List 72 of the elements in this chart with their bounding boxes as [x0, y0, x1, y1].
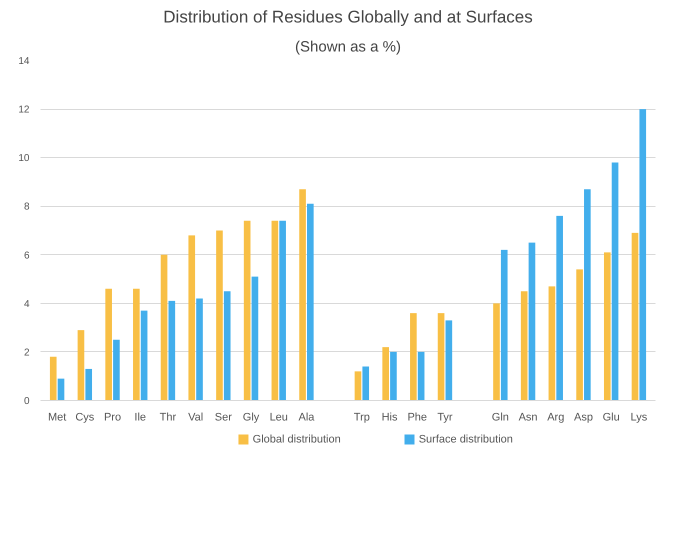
bar: [500, 250, 508, 400]
y-tick-label: 10: [18, 153, 30, 164]
x-tick-label: Pro: [104, 412, 122, 424]
bar: [133, 288, 140, 400]
x-tick-label: Asp: [574, 412, 593, 424]
bar: [493, 303, 500, 400]
bar: [224, 291, 231, 400]
bar: [196, 298, 203, 400]
bar: [520, 291, 528, 400]
bar: [438, 313, 444, 400]
chart-title: Distribution of Residues Globally and at Surfaces: [163, 8, 533, 26]
x-tick-label: Asn: [518, 412, 538, 424]
bar: [58, 378, 64, 400]
x-tick-label: His: [382, 412, 398, 424]
x-tick-label: Cys: [75, 412, 95, 424]
bar: [307, 204, 314, 400]
y-tick-label: 14: [18, 56, 30, 67]
y-tick-label: 2: [24, 347, 30, 358]
x-tick-label: Phe: [407, 412, 428, 424]
bar: [160, 254, 168, 400]
x-tick-label: Tyr: [437, 412, 453, 424]
bar: [446, 320, 452, 400]
bar: [188, 235, 196, 400]
x-tick-label: Ile: [134, 412, 146, 424]
bar: [548, 286, 556, 400]
bar: [418, 352, 424, 400]
y-tick-label: 8: [24, 202, 30, 213]
bar: [216, 230, 223, 400]
bar: [362, 366, 370, 400]
bar: [390, 352, 397, 400]
bar: [105, 288, 112, 400]
bar: [604, 252, 611, 400]
x-tick-label: Met: [48, 412, 66, 424]
y-tick-label: 12: [18, 104, 30, 116]
bar: [85, 368, 92, 400]
chart-subtitle: (Shown as a %): [295, 38, 401, 56]
x-tick-label: Gln: [492, 412, 509, 424]
bar: [168, 300, 176, 400]
bar: [410, 313, 417, 400]
x-tick-label: Leu: [270, 412, 288, 424]
bar: [78, 330, 84, 400]
legend-label: Global distribution: [252, 434, 341, 446]
x-tick-label: Ser: [214, 412, 232, 424]
x-tick-label: Arg: [547, 412, 564, 424]
y-tick-label: 6: [24, 250, 30, 262]
bar: [528, 242, 536, 400]
x-tick-label: Trp: [354, 412, 370, 424]
bar: [639, 109, 646, 400]
bar: [272, 220, 278, 400]
bar: [279, 220, 286, 400]
bar: [632, 232, 638, 400]
x-tick-label: Val: [188, 412, 204, 424]
legend-label: Surface distribution: [418, 434, 513, 446]
bar: [354, 371, 362, 400]
bar: [50, 356, 57, 400]
bar: [299, 189, 306, 400]
bar: [244, 220, 250, 400]
bar: [556, 216, 563, 400]
x-tick-label: Glu: [602, 412, 620, 424]
bar: [382, 347, 389, 400]
bar: [584, 189, 591, 400]
x-tick-label: Gly: [242, 412, 260, 424]
x-tick-label: Thr: [160, 412, 177, 424]
y-tick-label: 4: [24, 298, 30, 310]
bar: [113, 340, 120, 400]
bar: [252, 276, 258, 400]
y-tick-label: 0: [24, 396, 30, 407]
x-tick-label: Ala: [298, 412, 316, 424]
bar: [612, 162, 618, 400]
x-tick-label: Lys: [630, 412, 648, 424]
bar: [576, 269, 583, 400]
bar: [140, 310, 148, 400]
